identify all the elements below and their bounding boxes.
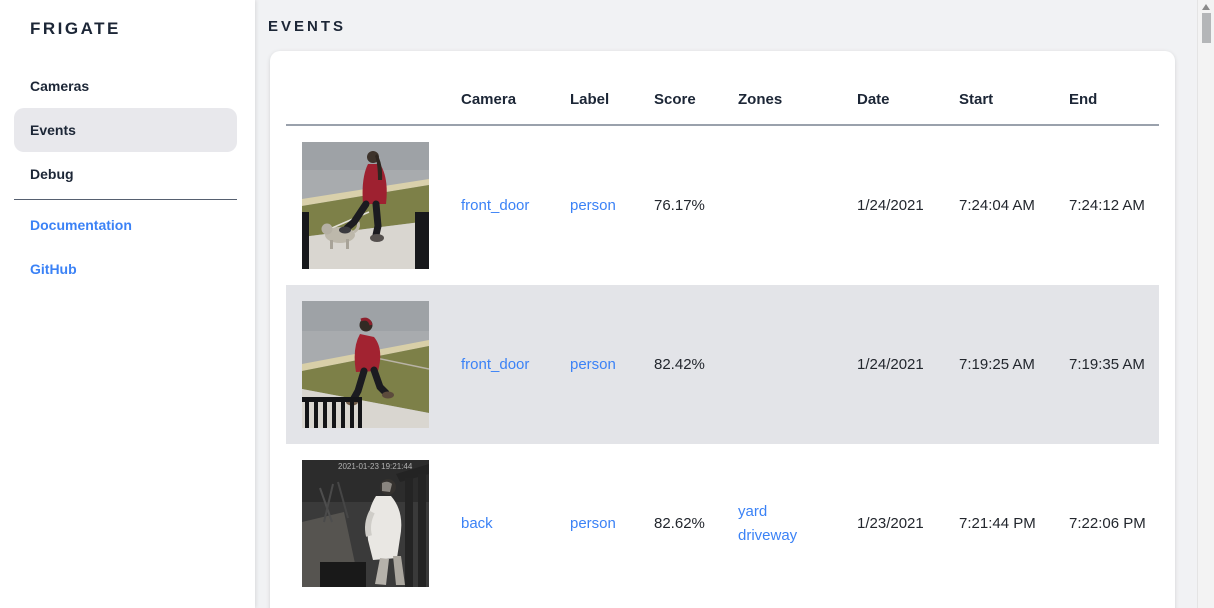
event-thumbnail-night-person[interactable]: 2021-01-23 19:21:44 bbox=[302, 460, 429, 587]
event-thumbnail-woman-red-hoodie[interactable] bbox=[302, 301, 429, 428]
column-header-start: Start bbox=[959, 51, 1069, 126]
zone-link[interactable]: yard bbox=[738, 502, 768, 520]
score-value: 76.17% bbox=[654, 197, 705, 214]
start-time-value: 7:24:04 AM bbox=[959, 197, 1035, 214]
app-logo: FRIGATE bbox=[30, 19, 121, 38]
label-link[interactable]: person bbox=[570, 515, 616, 532]
start-time-value: 7:19:25 AM bbox=[959, 356, 1035, 373]
label-link[interactable]: person bbox=[570, 197, 616, 214]
sidebar-link-github[interactable]: GitHub bbox=[14, 247, 237, 291]
column-header-end: End bbox=[1069, 51, 1159, 126]
date-value: 1/23/2021 bbox=[857, 515, 924, 532]
zones-cell bbox=[738, 285, 857, 444]
column-header-label: Label bbox=[570, 51, 654, 126]
camera-link[interactable]: back bbox=[461, 515, 493, 532]
end-time-value: 7:24:12 AM bbox=[1069, 197, 1145, 214]
sidebar-item-debug[interactable]: Debug bbox=[14, 152, 237, 196]
sidebar: FRIGATE Cameras Events Debug Documentati… bbox=[0, 0, 255, 608]
sidebar-item-label: Cameras bbox=[30, 78, 90, 94]
sidebar-item-cameras[interactable]: Cameras bbox=[14, 64, 237, 108]
sidebar-item-events[interactable]: Events bbox=[14, 108, 237, 152]
column-header-thumbnail bbox=[286, 51, 461, 126]
event-thumbnail-woman-walking-dog[interactable] bbox=[302, 142, 429, 269]
table-header-row: Camera Label Score Zones Date Start End bbox=[286, 51, 1159, 126]
end-time-value: 7:22:06 PM bbox=[1069, 515, 1146, 532]
column-header-score: Score bbox=[654, 51, 738, 126]
scrollbar-up-arrow-icon[interactable] bbox=[1202, 4, 1210, 10]
label-link[interactable]: person bbox=[570, 356, 616, 373]
start-time-value: 7:21:44 PM bbox=[959, 515, 1036, 532]
events-table: Camera Label Score Zones Date Start End bbox=[286, 51, 1159, 603]
column-header-camera: Camera bbox=[461, 51, 570, 126]
sidebar-link-label: Documentation bbox=[30, 217, 132, 233]
column-header-zones: Zones bbox=[738, 51, 857, 126]
sidebar-divider bbox=[14, 199, 237, 200]
page-title: EVENTS bbox=[268, 18, 347, 35]
event-row[interactable]: 2021-01-23 19:21:44 back person 82.62% y… bbox=[286, 444, 1159, 603]
zone-link[interactable]: driveway bbox=[738, 526, 798, 544]
date-value: 1/24/2021 bbox=[857, 356, 924, 373]
sidebar-link-documentation[interactable]: Documentation bbox=[14, 203, 237, 247]
score-value: 82.62% bbox=[654, 515, 705, 532]
sidebar-item-label: Events bbox=[30, 122, 76, 138]
scrollbar[interactable] bbox=[1197, 0, 1214, 608]
events-card: Camera Label Score Zones Date Start End bbox=[270, 51, 1175, 608]
thumbnail-timestamp-overlay: 2021-01-23 19:21:44 bbox=[338, 462, 413, 471]
end-time-value: 7:19:35 AM bbox=[1069, 356, 1145, 373]
camera-link[interactable]: front_door bbox=[461, 197, 530, 214]
date-value: 1/24/2021 bbox=[857, 197, 924, 214]
column-header-date: Date bbox=[857, 51, 959, 126]
event-row[interactable]: front_door person 76.17% 1/24/2021 7:24:… bbox=[286, 125, 1159, 285]
camera-link[interactable]: front_door bbox=[461, 356, 530, 373]
sidebar-link-label: GitHub bbox=[30, 261, 77, 277]
zones-cell: yard driveway bbox=[738, 444, 857, 603]
sidebar-nav: Cameras Events Debug Documentation GitHu… bbox=[0, 64, 255, 291]
sidebar-item-label: Debug bbox=[30, 166, 74, 182]
scrollbar-thumb[interactable] bbox=[1202, 13, 1211, 43]
main-content: EVENTS Camera Label Score Zones Date Sta… bbox=[255, 0, 1214, 608]
event-row[interactable]: front_door person 82.42% 1/24/2021 7:19:… bbox=[286, 285, 1159, 444]
score-value: 82.42% bbox=[654, 356, 705, 373]
zones-cell bbox=[738, 125, 857, 285]
